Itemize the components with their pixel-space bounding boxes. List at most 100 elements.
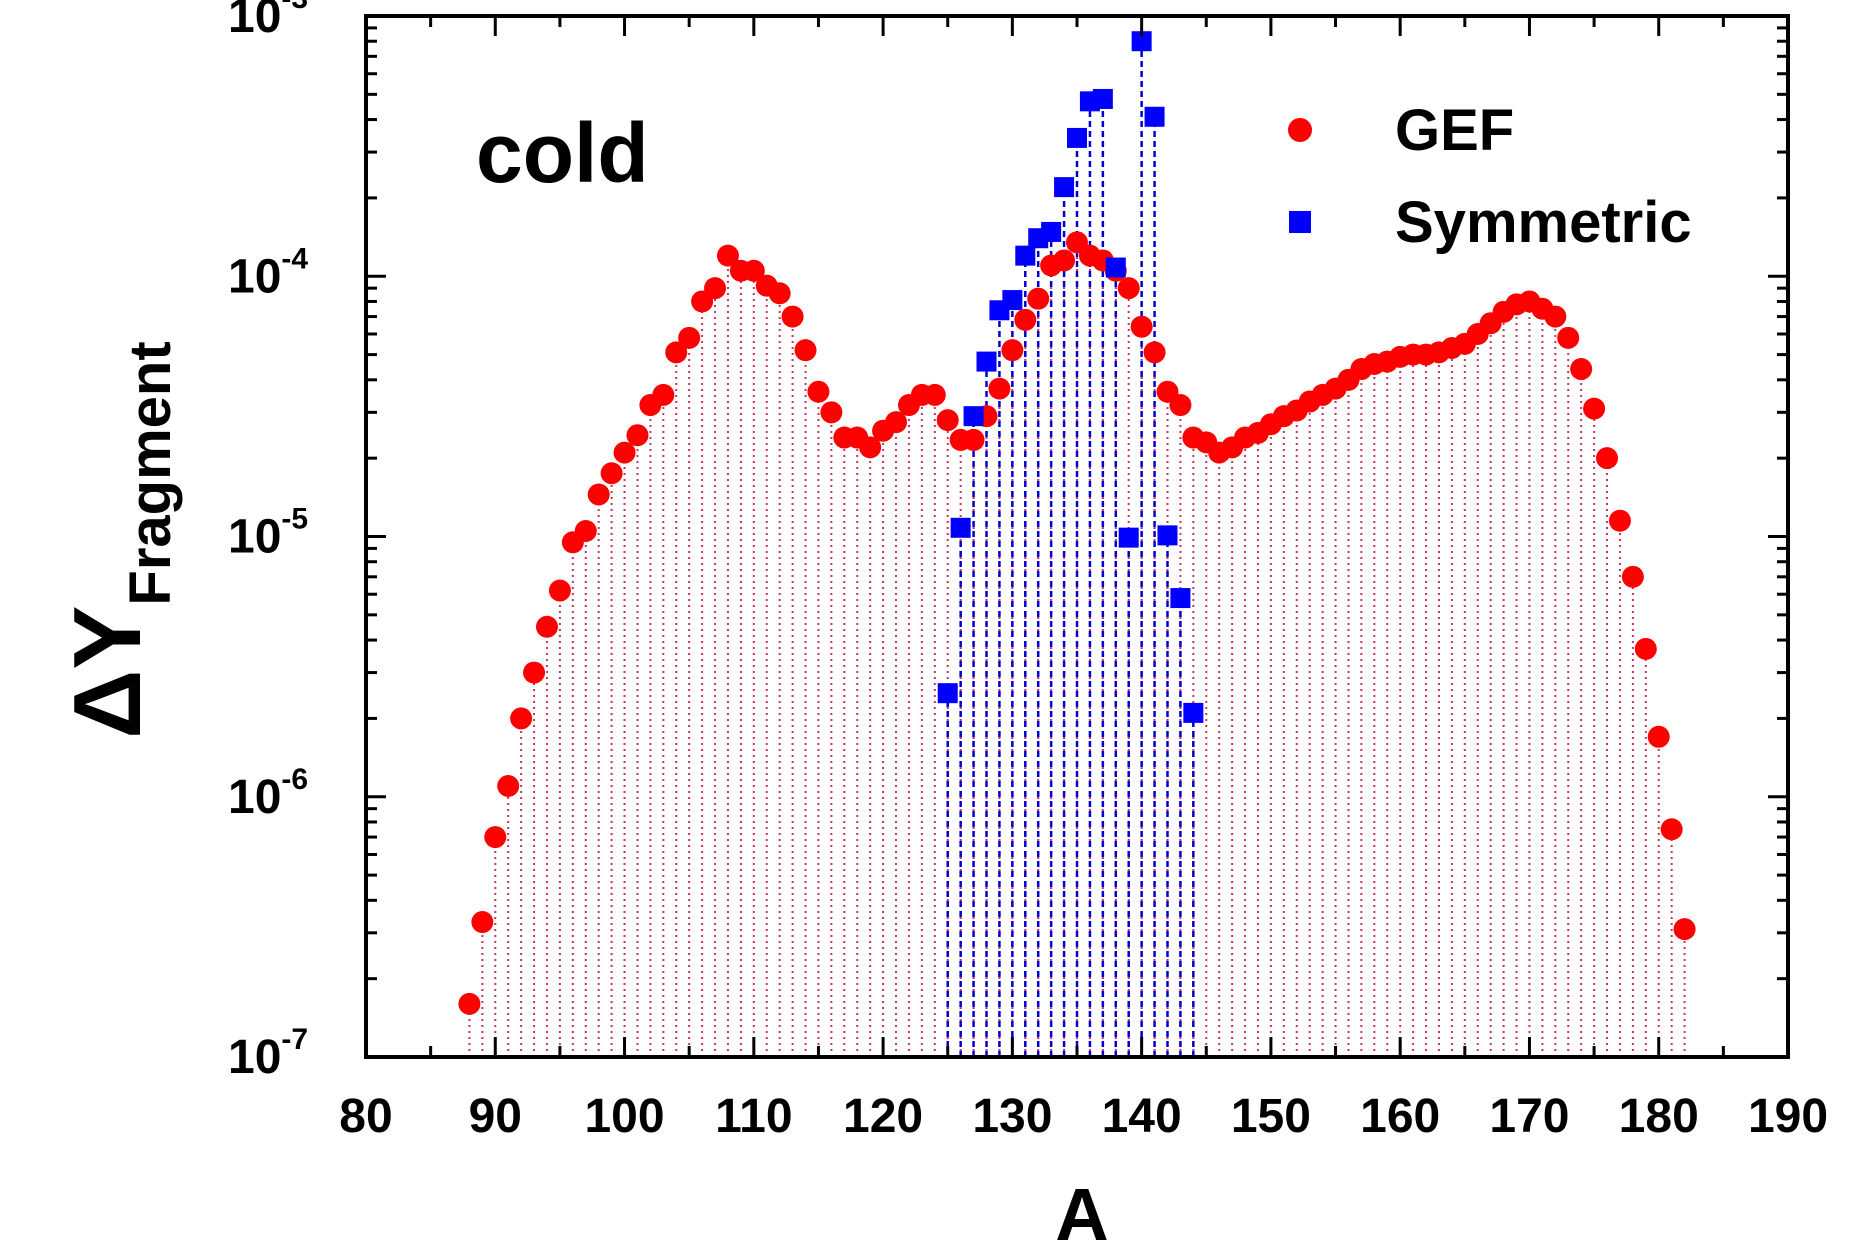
point-symmetric xyxy=(950,517,971,538)
point-gef xyxy=(678,326,701,349)
point-gef xyxy=(859,436,882,459)
legend-label-symmetric: Symmetric xyxy=(1395,190,1692,255)
x-tick-label: 190 xyxy=(1748,1090,1828,1143)
y-axis-title-sub: Fragment xyxy=(118,341,183,605)
y-tick-labels: 10-7 10-6 10-5 10-4 10-3 xyxy=(228,0,308,1084)
point-gef xyxy=(548,579,571,602)
point-gef xyxy=(704,277,727,300)
point-symmetric xyxy=(1054,177,1075,198)
point-gef xyxy=(613,441,636,464)
point-symmetric xyxy=(1131,31,1152,52)
point-gef xyxy=(742,259,765,282)
point-gef xyxy=(885,411,908,434)
point-symmetric xyxy=(1118,527,1139,548)
point-symmetric xyxy=(1067,127,1087,148)
x-axis-title: A xyxy=(1055,1173,1108,1256)
point-gef xyxy=(1169,394,1192,417)
point-gef xyxy=(497,774,520,797)
point-gef xyxy=(652,383,675,406)
point-gef xyxy=(1596,447,1619,470)
x-tick-label: 100 xyxy=(584,1090,664,1143)
point-gef xyxy=(1608,509,1631,532)
data-markers xyxy=(458,31,1696,1015)
x-tick-label: 80 xyxy=(339,1090,392,1143)
legend-marker-symmetric xyxy=(1289,211,1311,233)
point-symmetric xyxy=(937,683,958,704)
point-gef xyxy=(923,383,946,406)
point-gef xyxy=(1130,315,1153,338)
legend: GEF Symmetric xyxy=(1288,98,1692,255)
point-symmetric xyxy=(1144,106,1165,127)
y-tick-label: 10-7 xyxy=(228,1023,308,1084)
point-gef xyxy=(626,424,649,447)
y-axis-title-main: ΔY xyxy=(54,606,161,739)
point-gef xyxy=(1583,397,1606,420)
point-gef xyxy=(936,409,959,432)
point-gef xyxy=(510,707,533,730)
point-gef xyxy=(1014,308,1037,331)
point-gef xyxy=(471,911,494,934)
point-symmetric xyxy=(1157,525,1178,546)
point-gef xyxy=(1647,725,1670,748)
point-gef xyxy=(1660,818,1683,841)
annotation-label: cold xyxy=(476,106,649,200)
legend-marker-gef xyxy=(1288,118,1312,142)
point-gef xyxy=(600,462,623,485)
x-tick-label: 90 xyxy=(469,1090,522,1143)
point-symmetric xyxy=(976,351,997,372)
point-gef xyxy=(1001,339,1024,362)
legend-label-gef: GEF xyxy=(1395,98,1514,163)
x-tick-label: 150 xyxy=(1231,1090,1311,1143)
point-symmetric xyxy=(963,406,984,427)
x-tick-label: 140 xyxy=(1102,1090,1182,1143)
point-gef xyxy=(665,341,688,364)
point-gef xyxy=(820,401,843,424)
y-tick-label: 10-5 xyxy=(228,503,308,564)
x-tick-label: 110 xyxy=(715,1090,792,1143)
point-symmetric xyxy=(1092,88,1113,109)
point-gef xyxy=(1634,637,1657,660)
point-gef xyxy=(962,428,985,451)
point-gef xyxy=(716,244,739,267)
point-gef xyxy=(574,519,597,542)
point-gef xyxy=(1053,249,1076,272)
point-symmetric xyxy=(1183,702,1204,723)
point-gef xyxy=(1621,565,1644,588)
point-gef xyxy=(1027,287,1050,310)
point-gef xyxy=(1143,341,1166,364)
point-gef xyxy=(587,483,610,506)
point-gef xyxy=(781,305,804,328)
point-gef xyxy=(1570,358,1593,381)
y-tick-label: 10-4 xyxy=(228,242,308,303)
point-gef xyxy=(768,282,791,305)
point-gef xyxy=(1544,305,1567,328)
point-gef xyxy=(1673,918,1696,941)
point-gef xyxy=(535,615,558,638)
x-tick-label: 180 xyxy=(1619,1090,1699,1143)
drop-lines xyxy=(468,41,1686,1057)
x-tick-label: 160 xyxy=(1360,1090,1440,1143)
svg-text:ΔYFragment: ΔYFragment xyxy=(54,341,183,738)
point-gef xyxy=(807,380,830,403)
point-gef xyxy=(988,377,1011,400)
x-tick-labels: 80 90 100 110 120 130 140 150 160 170 180 190 xyxy=(339,1090,1828,1143)
point-gef xyxy=(484,826,507,849)
axis-ticks xyxy=(364,14,1790,1059)
y-tick-label: 10-3 xyxy=(228,0,308,43)
point-symmetric xyxy=(1170,588,1191,609)
y-tick-label: 10-6 xyxy=(228,763,308,824)
point-gef xyxy=(523,661,546,684)
point-symmetric xyxy=(1002,290,1023,311)
point-gef xyxy=(1557,326,1580,349)
point-gef xyxy=(458,992,481,1015)
point-symmetric xyxy=(1105,257,1126,278)
y-axis-title: ΔYFragment xyxy=(54,341,183,738)
point-gef xyxy=(794,339,817,362)
x-tick-label: 170 xyxy=(1489,1090,1569,1143)
point-gef xyxy=(1117,277,1140,300)
x-tick-label: 130 xyxy=(972,1090,1052,1143)
x-tick-label: 120 xyxy=(843,1090,923,1143)
point-symmetric xyxy=(1015,245,1036,266)
point-symmetric xyxy=(1041,221,1062,242)
